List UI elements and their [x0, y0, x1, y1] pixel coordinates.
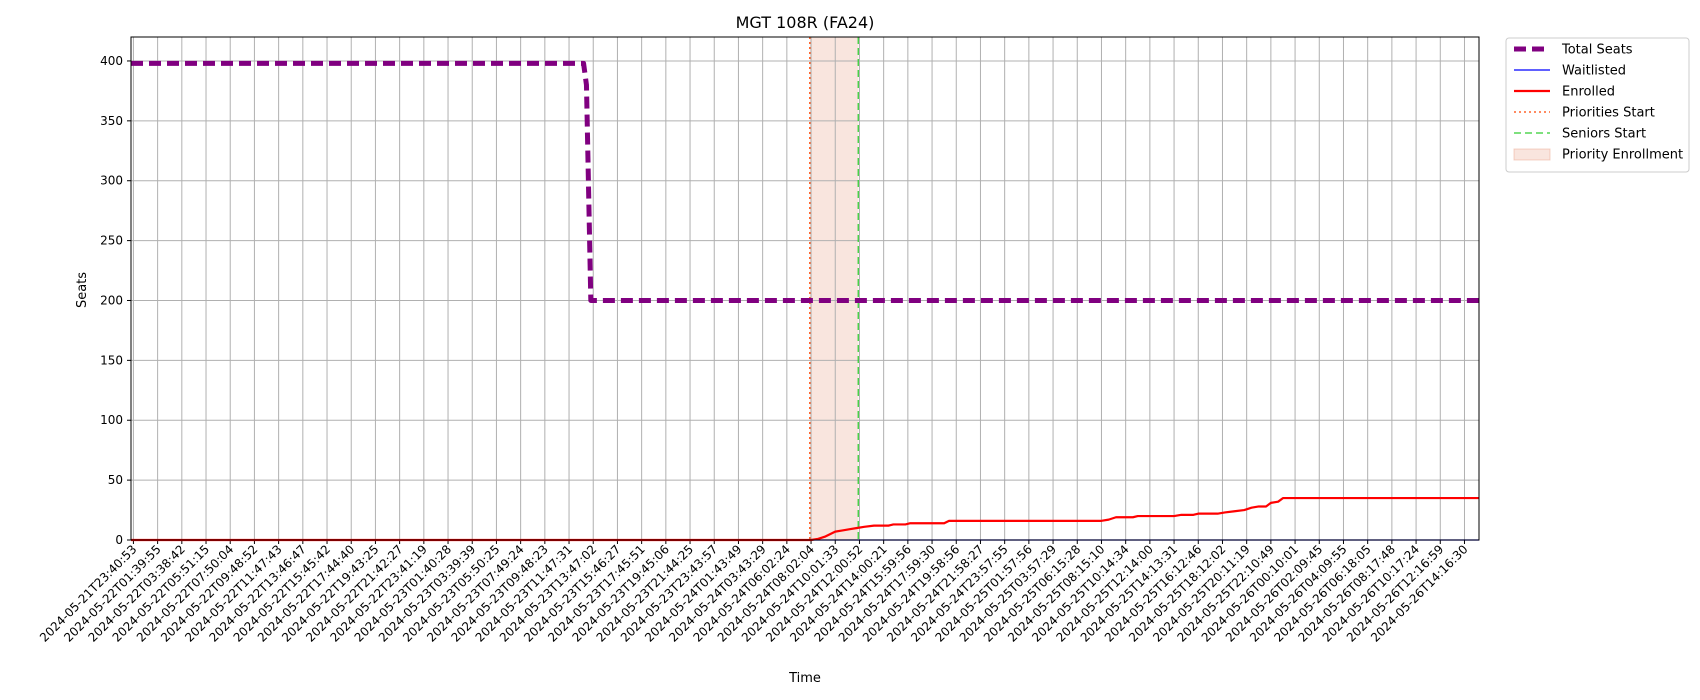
y-tick-label: 350 [100, 114, 123, 128]
plot-frame [130, 36, 1480, 541]
y-tick-label: 100 [100, 413, 123, 427]
y-tick-label: 0 [115, 533, 123, 547]
y-axis-label: Seats [75, 272, 90, 308]
legend-box [1505, 37, 1690, 173]
legend-swatch-priority-enrollment [1513, 148, 1551, 161]
legend-label-priorities-start: Priorities Start [1562, 106, 1655, 121]
y-tick-label: 50 [108, 473, 123, 487]
y-tick-label: 200 [100, 293, 123, 307]
enrolled-series-line [131, 496, 1479, 542]
y-tick-label: 300 [100, 174, 123, 188]
legend-label-priority-enrollment: Priority Enrollment [1562, 148, 1683, 163]
plot-area: 0501001502002503003504002024-05-21T23:40… [37, 36, 1480, 645]
total-seats-series-line [131, 60, 1479, 303]
legend-label-waitlisted: Waitlisted [1562, 64, 1626, 79]
legend: Total Seats Waitlisted Enrolled Priorities … [1505, 37, 1690, 173]
chart-title: MGT 108R (FA24) [736, 13, 875, 32]
legend-label-seniors-start: Seniors Start [1562, 127, 1646, 142]
priority-enrollment-region [809, 37, 859, 540]
y-tick-label: 250 [100, 234, 123, 248]
legend-label-total-seats: Total Seats [1561, 43, 1633, 58]
y-tick-label: 400 [100, 54, 123, 68]
x-axis-label: Time [788, 671, 821, 686]
legend-label-enrolled: Enrolled [1562, 85, 1615, 100]
y-tick-label: 150 [100, 353, 123, 367]
